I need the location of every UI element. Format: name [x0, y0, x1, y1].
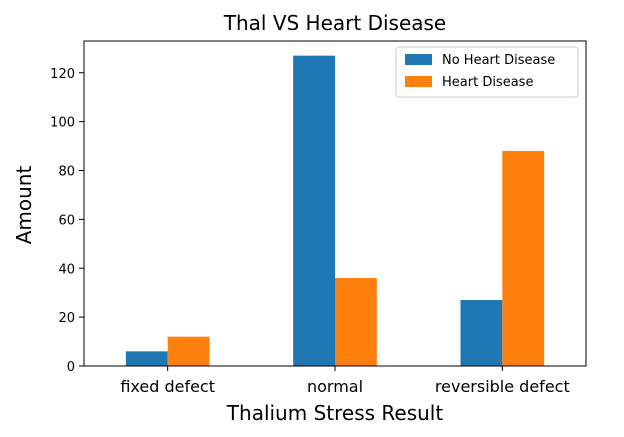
axes-layer: 0 20 40 60 80 100 120 fixed defect normal reversi… [50, 40, 587, 396]
bar-no-heart-disease-2 [460, 300, 503, 366]
chart-title: Thal VS Heart Disease [223, 11, 446, 35]
bar-heart-disease-1 [335, 278, 377, 366]
y-tick-label: 100 [50, 116, 75, 131]
y-tick-label: 40 [58, 262, 75, 277]
x-tick-label: normal [307, 377, 363, 396]
y-tick-label: 60 [58, 213, 75, 228]
legend-label: No Heart Disease [442, 53, 555, 68]
legend-label: Heart Disease [442, 75, 533, 90]
bar-no-heart-disease-0 [125, 351, 168, 366]
legend-box [395, 46, 579, 98]
legend: No Heart Disease Heart Disease [395, 46, 579, 98]
x-axis-label: Thalium Stress Result [226, 401, 444, 425]
y-tick-label: 20 [58, 311, 75, 326]
bars-layer [125, 55, 545, 367]
x-tick-label: reversible defect [435, 377, 570, 396]
bar-heart-disease-2 [502, 150, 545, 366]
bar-heart-disease-0 [167, 336, 210, 366]
legend-swatch [405, 54, 432, 65]
bar-no-heart-disease-1 [293, 55, 335, 367]
legend-swatch [405, 76, 432, 87]
y-tick-label: 0 [67, 360, 75, 375]
x-tick-label: fixed defect [120, 377, 215, 396]
y-tick-label: 120 [50, 67, 75, 82]
y-tick-label: 80 [58, 165, 75, 180]
y-axis-label: Amount [12, 166, 36, 245]
